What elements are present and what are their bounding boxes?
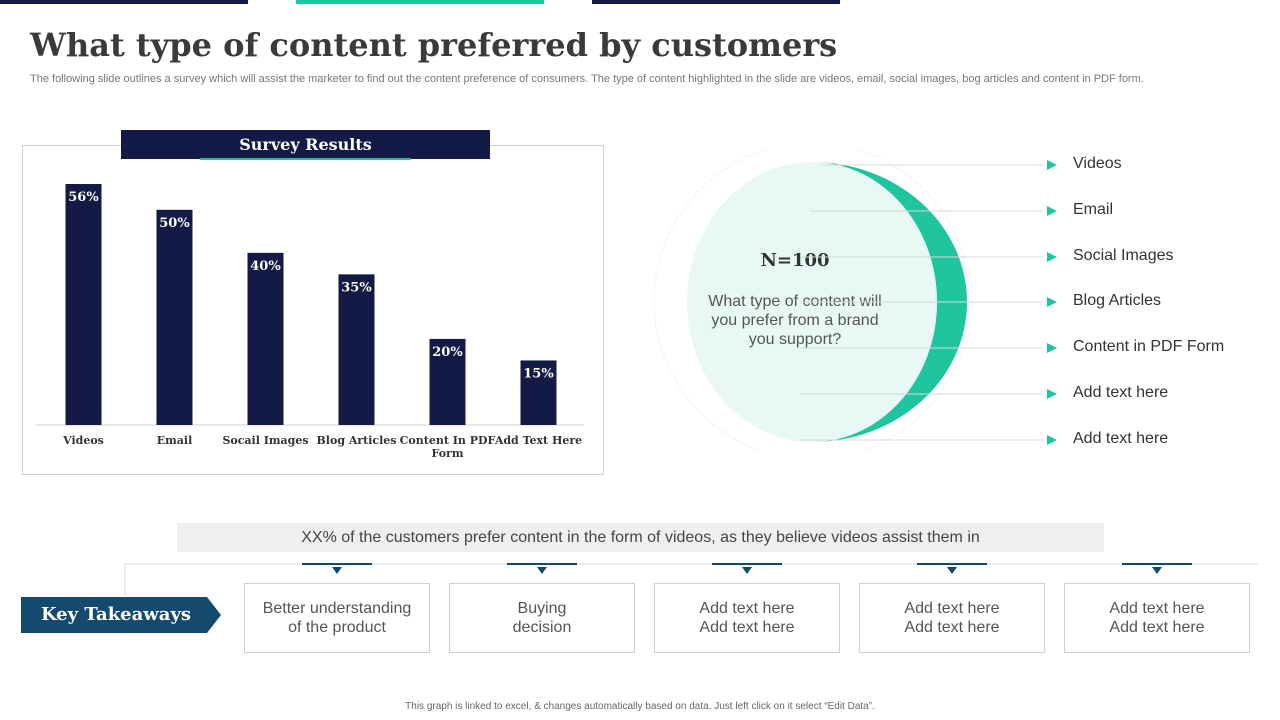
takeaway-line-2: Add text here — [699, 619, 795, 636]
category-label: Add Text Here — [494, 434, 582, 447]
category-label: Email — [157, 434, 193, 447]
takeaway-line-1: Buying — [517, 600, 567, 617]
option-label: Social Images — [1073, 247, 1174, 264]
triangle-right-icon — [1047, 160, 1057, 170]
option-label: Email — [1073, 201, 1114, 218]
footer-note: This graph is linked to excel, & changes… — [405, 701, 875, 712]
bar — [520, 360, 557, 425]
category-label: Blog Articles — [317, 434, 397, 447]
chart-header-accent — [200, 158, 411, 160]
key-takeaways-tag — [21, 597, 221, 633]
sample-size: N=100 — [760, 250, 830, 271]
bar-data-label: 20% — [432, 345, 463, 360]
option-connectors — [800, 160, 1057, 445]
option-label: Videos — [1073, 155, 1122, 172]
top-accent-bar-1 — [0, 0, 248, 4]
bar-data-label: 15% — [523, 366, 554, 381]
bar — [156, 209, 193, 425]
option-label: Blog Articles — [1073, 292, 1162, 309]
bar — [247, 252, 284, 425]
takeaway-line-2: of the product — [288, 619, 386, 636]
chart-header: Survey Results — [121, 130, 490, 159]
triangle-down-icon — [537, 567, 547, 574]
takeaway-box: Add text here Add text here — [1064, 583, 1250, 653]
triangle-right-icon — [1047, 389, 1057, 399]
bar-data-label: 35% — [341, 280, 372, 295]
bar — [338, 274, 375, 425]
circle-teal-crescent — [812, 162, 967, 442]
bar — [65, 184, 102, 425]
option-label: Add text here — [1073, 430, 1169, 447]
takeaway-line-1: Add text here — [699, 600, 795, 617]
page-subtitle: The following slide outlines a survey wh… — [30, 73, 1144, 85]
bar — [429, 338, 466, 425]
takeaway-box: Better understanding of the product — [244, 583, 430, 653]
takeaway-line-2: Add text here — [904, 619, 1000, 636]
takeaway-line-1: Better understanding — [262, 600, 412, 617]
bar-chart: 56% Videos 50% Email 40% Socail Images 35% Blog… — [36, 184, 584, 460]
takeaway-connectors — [124, 563, 1258, 595]
top-accent-bar-3 — [592, 0, 840, 4]
triangle-right-icon — [1047, 343, 1057, 353]
triangle-down-icon — [742, 567, 752, 574]
triangle-right-icon — [1047, 252, 1057, 262]
bar-data-label: 40% — [250, 259, 281, 274]
triangle-down-icon — [1152, 567, 1162, 574]
category-label: Form — [432, 447, 464, 460]
survey-question: What type of content will you prefer fro… — [708, 293, 882, 348]
triangle-right-icon — [1047, 297, 1057, 307]
takeaway-line-2: Add text here — [1109, 619, 1205, 636]
takeaway-box: Buying decision — [449, 583, 635, 653]
category-label: Content In PDF — [400, 434, 496, 447]
takeaway-line-1: Add text here — [1109, 600, 1205, 617]
summary-banner: XX% of the customers prefer content in t… — [177, 523, 1104, 552]
takeaway-box: Add text here Add text here — [654, 583, 840, 653]
takeaway-line-2: decision — [512, 619, 572, 636]
option-label: Content in PDF Form — [1073, 338, 1225, 355]
category-label: Socail Images — [222, 434, 308, 447]
bar-data-label: 50% — [159, 216, 190, 231]
triangle-down-icon — [332, 567, 342, 574]
triangle-right-icon — [1047, 206, 1057, 216]
triangle-down-icon — [947, 567, 957, 574]
takeaway-box: Add text here Add text here — [859, 583, 1045, 653]
top-accent-bar-2 — [296, 0, 544, 4]
bar-data-label: 56% — [68, 190, 99, 205]
takeaway-line-1: Add text here — [904, 600, 1000, 617]
triangle-right-icon — [1047, 435, 1057, 445]
option-label: Add text here — [1073, 384, 1169, 401]
category-label: Videos — [62, 434, 104, 447]
key-takeaways-label: Key Takeaways — [40, 604, 192, 625]
page-title: What type of content preferred by custom… — [30, 26, 838, 64]
